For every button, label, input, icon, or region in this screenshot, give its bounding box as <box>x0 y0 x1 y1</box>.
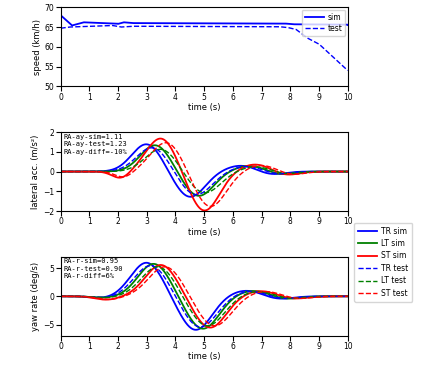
X-axis label: time (s): time (s) <box>188 103 220 112</box>
Y-axis label: speed (km/h): speed (km/h) <box>33 19 42 75</box>
Legend: TR sim, LT sim, ST sim, TR test, LT test, ST test: TR sim, LT sim, ST sim, TR test, LT test… <box>354 223 412 301</box>
X-axis label: time (s): time (s) <box>188 353 220 361</box>
Legend: sim, test: sim, test <box>301 9 346 36</box>
Y-axis label: lateral acc. (m/s²): lateral acc. (m/s²) <box>32 134 40 209</box>
Y-axis label: yaw rate (deg/s): yaw rate (deg/s) <box>31 262 40 331</box>
X-axis label: time (s): time (s) <box>188 228 220 237</box>
Text: RA-ay-sim=1.11
RA-ay-test=1.23
RA-ay-diff=-10%: RA-ay-sim=1.11 RA-ay-test=1.23 RA-ay-dif… <box>64 134 127 155</box>
Text: RA-r-sim=0.95
RA-r-test=0.90
RA-r-diff=6%: RA-r-sim=0.95 RA-r-test=0.90 RA-r-diff=6… <box>64 258 123 280</box>
